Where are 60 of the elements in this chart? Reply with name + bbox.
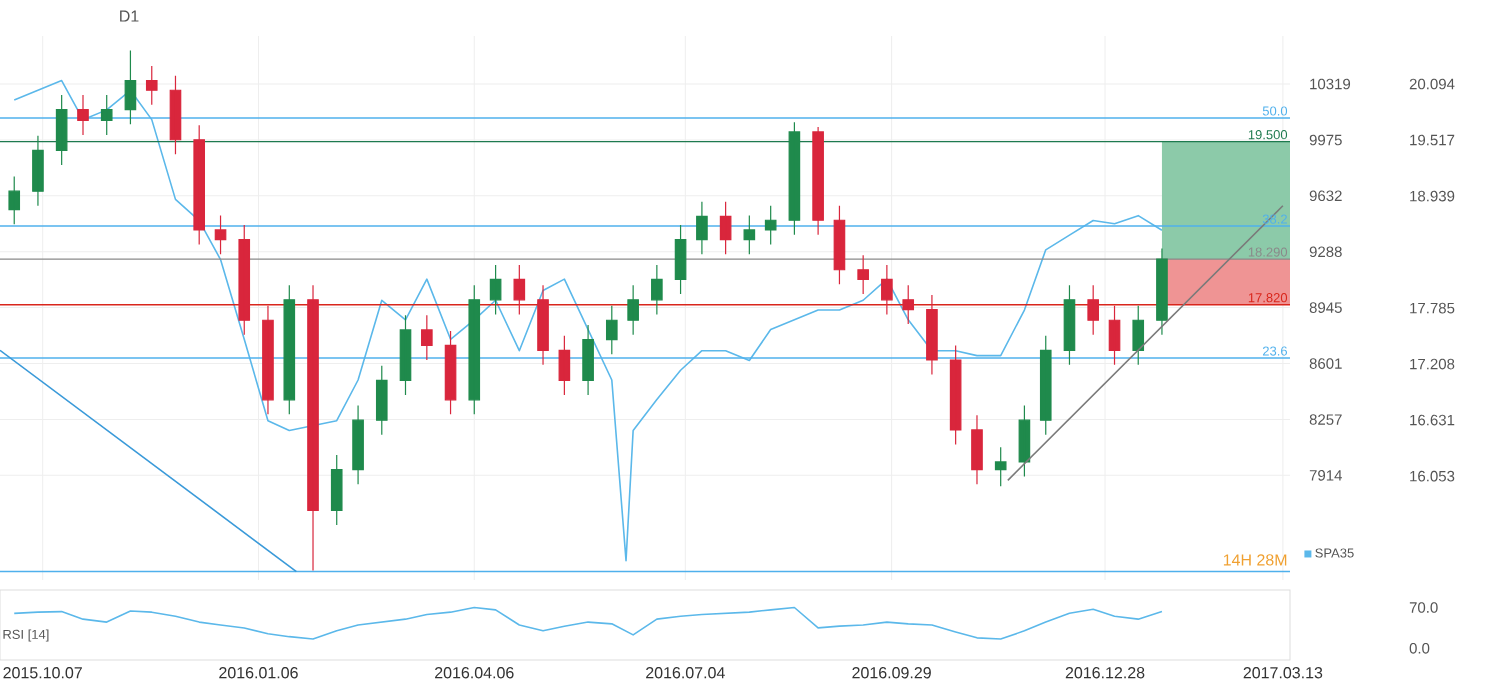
candlestick xyxy=(193,124,206,246)
candlestick xyxy=(582,324,594,396)
candlestick xyxy=(444,330,457,415)
candlestick xyxy=(627,284,639,336)
candlestick xyxy=(1108,305,1121,366)
candlestick xyxy=(764,205,777,246)
candlestick xyxy=(307,284,319,572)
candlestick xyxy=(857,254,869,295)
candlestick xyxy=(238,224,251,336)
candlestick xyxy=(651,264,663,315)
x-tick-label: 2016.01.06 xyxy=(219,667,298,679)
x-tick-label: 2015.10.07 xyxy=(3,667,82,679)
candlestick xyxy=(994,446,1007,487)
candlestick xyxy=(881,264,893,315)
candlestick xyxy=(902,284,915,325)
candlestick xyxy=(214,214,227,255)
candlestick xyxy=(971,414,983,485)
candlestick xyxy=(145,65,158,106)
candlestick xyxy=(55,94,68,166)
candlestick xyxy=(926,294,938,376)
candlestick xyxy=(1087,284,1099,336)
candlestick xyxy=(8,176,21,225)
candlestick xyxy=(788,121,801,236)
candlestick xyxy=(1156,247,1168,336)
candlestick xyxy=(77,94,89,136)
candlestick xyxy=(949,344,962,446)
candlestick xyxy=(352,405,364,485)
candlestick xyxy=(1039,335,1052,436)
text: D1 xyxy=(120,10,139,22)
candlestick xyxy=(719,201,732,255)
candlestick xyxy=(100,94,113,136)
candlestick xyxy=(812,126,824,236)
candlestick xyxy=(283,284,296,415)
candlestick xyxy=(1018,405,1031,478)
x-tick-label: 2016.12.28 xyxy=(1065,667,1145,679)
candlestick xyxy=(124,49,137,125)
candlestick xyxy=(696,201,708,255)
candlestick xyxy=(375,365,388,436)
candlestick xyxy=(605,305,618,355)
candlestick xyxy=(489,264,502,315)
candlestick xyxy=(330,454,343,526)
candlestick xyxy=(262,305,274,415)
candlestick xyxy=(558,335,571,396)
annotation: 14H 28M xyxy=(1223,554,1287,566)
candlestick xyxy=(1063,284,1076,366)
candlestick xyxy=(399,314,412,396)
candlestick xyxy=(513,264,526,315)
x-tick-label: 2016.07.04 xyxy=(646,667,725,679)
x-tick-label: 2017.03.13 xyxy=(1243,667,1323,679)
x-tick-label: 2016.04.06 xyxy=(435,667,514,679)
candlestick xyxy=(537,284,549,366)
candlestick xyxy=(421,314,433,361)
candlestick xyxy=(468,284,481,415)
candlestick xyxy=(833,205,846,285)
candlestick xyxy=(674,224,687,295)
candlestick xyxy=(169,75,182,155)
candlestick xyxy=(743,214,756,255)
candlestick xyxy=(1132,305,1145,366)
x-tick-label: 2016.09.29 xyxy=(852,667,931,679)
candlestick xyxy=(32,135,44,207)
